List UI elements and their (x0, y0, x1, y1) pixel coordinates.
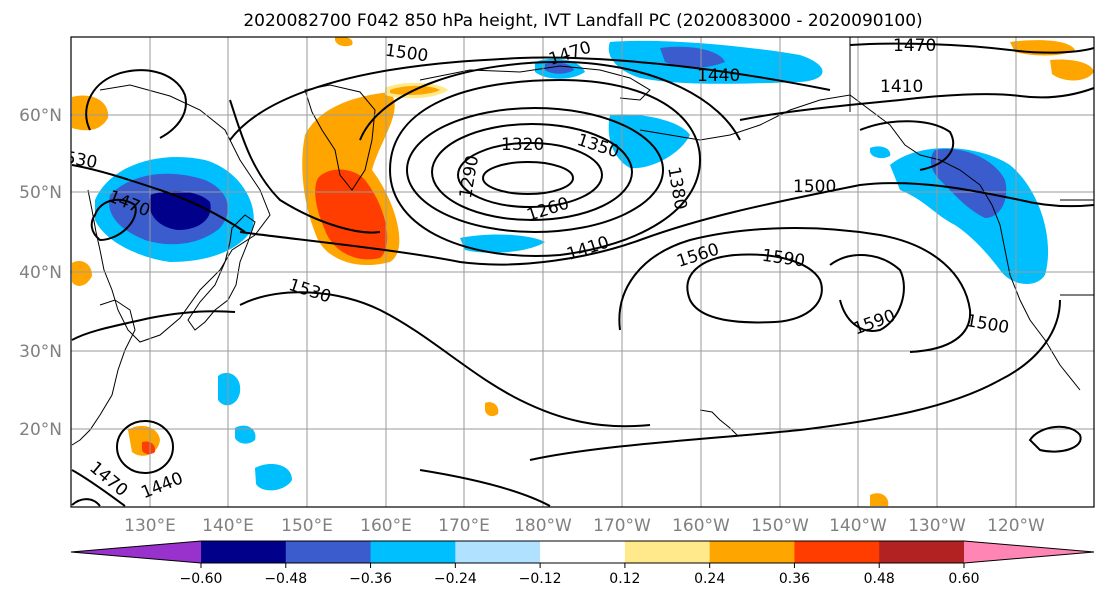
colorbar-tick-label: 0.60 (948, 571, 979, 587)
figure-title: 2020082700 F042 850 hPa height, IVT Land… (243, 11, 922, 31)
colorbar-bin (540, 541, 626, 563)
colorbar-tick-label: 0.48 (864, 571, 895, 587)
contour-label: 1440 (697, 66, 740, 86)
colorbar-tick-label: −0.36 (349, 571, 392, 587)
latitude-labels: 60°N 50°N 40°N 30°N 20°N (19, 106, 62, 440)
lon-label: 150°E (281, 516, 333, 536)
colorbar-bin (455, 541, 541, 563)
lon-label: 120°W (987, 516, 1045, 536)
colorbar-tick-label: −0.60 (180, 571, 223, 587)
colorbar-tick-label: 0.24 (694, 571, 725, 587)
contour-label: 1470 (893, 36, 936, 56)
longitude-labels: 130°E 140°E 150°E 160°E 170°E 180°W 170°… (124, 516, 1045, 536)
colorbar-tick-label: −0.48 (264, 571, 307, 587)
colorbar-bin (709, 541, 795, 563)
lon-label: 170°E (438, 516, 490, 536)
colorbar-bin (370, 541, 456, 563)
colorbar-tick-label: 0.12 (609, 571, 640, 587)
colorbar-bin (879, 541, 965, 563)
colorbar-bin (201, 541, 287, 563)
colorbar-tick-label: 0.36 (779, 571, 810, 587)
lat-label: 30°N (19, 342, 62, 362)
lon-label: 130°E (124, 516, 176, 536)
lon-label: 150°W (751, 516, 809, 536)
colorbar-tick-label: −0.12 (519, 571, 562, 587)
colorbar-extend-min (71, 541, 201, 563)
lon-label: 170°W (593, 516, 651, 536)
contour-label: 1500 (793, 177, 836, 197)
contour-label: 1410 (880, 77, 923, 97)
lat-label: 60°N (19, 106, 62, 126)
lat-label: 20°N (19, 420, 62, 440)
colorbar-bin (794, 541, 880, 563)
map-panel: 1500 1470 1470 1440 1410 1320 1350 1290 … (70, 36, 1095, 508)
gridlines (71, 37, 1094, 507)
lon-label: 140°E (202, 516, 254, 536)
lon-label: 180°W (514, 516, 572, 536)
colorbar-bin (624, 541, 711, 563)
colorbar-extend-max (964, 541, 1094, 563)
lon-label: 140°W (829, 516, 887, 536)
lon-label: 130°W (908, 516, 966, 536)
lon-label: 160°E (360, 516, 412, 536)
colorbar-tick-label: −0.24 (434, 571, 477, 587)
contour-label: 1320 (501, 135, 544, 155)
lon-label: 160°W (672, 516, 730, 536)
colorbar: −0.60 −0.48 −0.36 −0.24 −0.12 0.12 0.24 0.36 0.4… (70, 540, 1095, 587)
height-contours (71, 42, 1094, 507)
lat-label: 40°N (19, 263, 62, 283)
colorbar-bin (285, 541, 372, 563)
coastlines (71, 37, 1094, 446)
lat-label: 50°N (19, 183, 62, 203)
